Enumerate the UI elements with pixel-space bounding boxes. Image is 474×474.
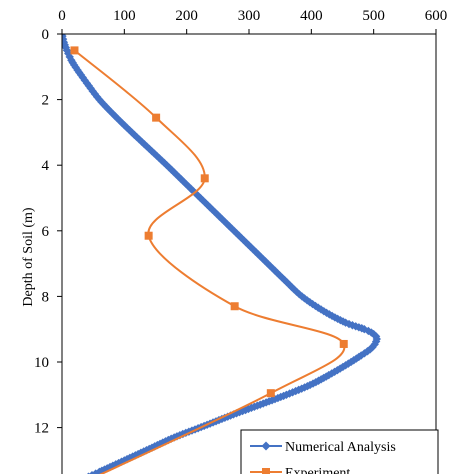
data-point — [152, 113, 161, 122]
legend-item: Numerical Analysis — [250, 440, 396, 455]
legend: Numerical Analysis Experiment — [240, 429, 439, 474]
data-point — [101, 102, 110, 111]
data-point — [106, 107, 115, 116]
y-tick-label: 12 — [34, 421, 49, 437]
y-axis: 0 2 4 6 8 10 12 — [34, 27, 62, 437]
y-tick-label: 0 — [42, 27, 50, 43]
data-point — [108, 109, 117, 118]
data-point — [241, 238, 251, 247]
data-point — [234, 231, 244, 240]
data-point — [75, 68, 84, 77]
data-point — [80, 76, 90, 85]
y-tick-label: 4 — [42, 158, 50, 174]
data-point — [130, 130, 139, 139]
data-point — [95, 95, 104, 104]
data-point — [167, 165, 176, 175]
legend-marker — [261, 441, 271, 451]
data-point — [227, 224, 236, 233]
legend-item: Experiment — [250, 466, 350, 474]
data-point — [113, 114, 122, 123]
x-tick-label: 300 — [238, 8, 261, 24]
data-point — [71, 63, 80, 72]
data-point — [97, 97, 106, 107]
y-tick-label: 2 — [42, 93, 50, 109]
series-numerical-analysis — [62, 34, 381, 474]
x-tick-label: 200 — [175, 8, 198, 24]
data-point — [110, 111, 120, 121]
data-point — [70, 46, 79, 55]
data-point — [266, 389, 275, 398]
data-point — [88, 470, 96, 474]
data-point — [150, 149, 159, 158]
data-point — [86, 84, 95, 93]
x-tick-label: 600 — [425, 8, 448, 24]
data-point — [64, 49, 73, 58]
plot-area — [62, 34, 381, 474]
series-experiment — [70, 46, 348, 474]
data-point — [230, 302, 239, 311]
data-point — [90, 89, 100, 99]
legend-marker — [262, 468, 270, 474]
data-point — [339, 339, 348, 348]
data-point — [187, 426, 197, 435]
x-tick-label: 0 — [58, 8, 66, 24]
y-axis-label: Depth of Soil (m) — [21, 207, 36, 306]
legend-label: Numerical Analysis — [285, 440, 396, 455]
data-point — [62, 46, 72, 55]
data-point — [82, 79, 92, 88]
legend-box — [240, 429, 439, 474]
data-point — [215, 212, 224, 221]
y-tick-label: 8 — [42, 289, 50, 305]
legend-label: Experiment — [285, 466, 350, 474]
data-point — [144, 231, 153, 240]
data-point — [142, 142, 151, 151]
series-line — [62, 34, 378, 474]
y-tick-label: 6 — [42, 224, 50, 240]
y-tick-label: 10 — [34, 355, 49, 371]
data-point — [200, 174, 209, 183]
x-tick-label: 500 — [362, 8, 385, 24]
data-point — [99, 100, 108, 109]
data-point — [208, 205, 217, 214]
x-axis: 0 100 200 300 400 500 600 — [58, 8, 447, 34]
data-point — [65, 52, 74, 62]
data-point — [84, 81, 93, 90]
x-tick-label: 100 — [113, 8, 136, 24]
x-tick-label: 400 — [300, 8, 323, 24]
